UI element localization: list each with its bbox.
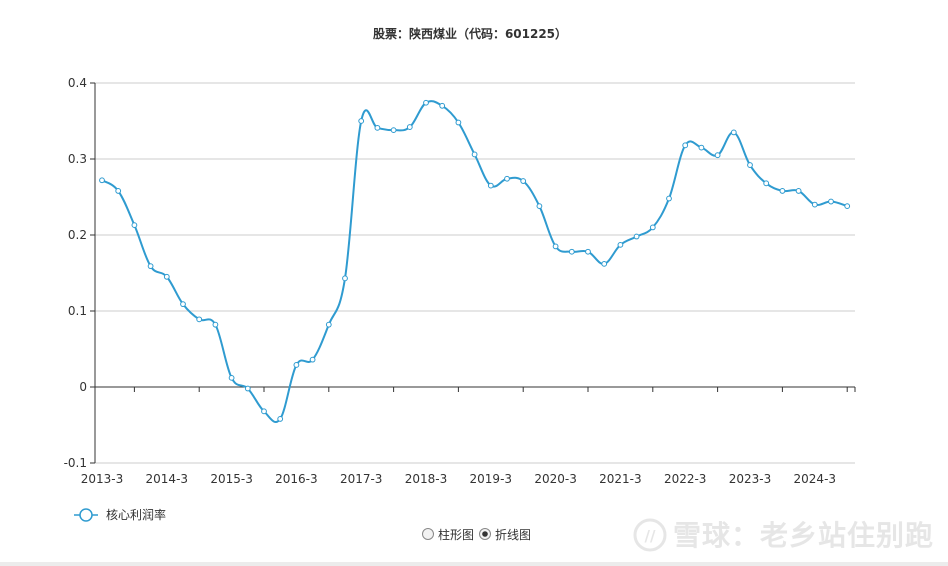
data-point — [730, 129, 737, 136]
x-tick-label: 2019-3 — [470, 472, 513, 486]
data-point — [844, 203, 851, 210]
x-tick-label: 2015-3 — [210, 472, 253, 486]
data-point — [212, 321, 219, 328]
axes — [94, 83, 855, 463]
legend[interactable]: 核心利润率 — [74, 507, 166, 522]
x-tick-label: 2017-3 — [340, 472, 383, 486]
legend-label-core-profit-margin: 核心利润率 — [106, 507, 166, 522]
y-tick-label: 0.1 — [68, 304, 87, 318]
data-point — [763, 180, 770, 187]
x-tick-label: 2020-3 — [534, 472, 577, 486]
watermark-logo-icon — [633, 518, 667, 552]
data-point — [811, 201, 818, 208]
data-point — [649, 224, 656, 231]
data-point — [633, 233, 640, 240]
x-tick-label: 2021-3 — [599, 472, 642, 486]
x-tick-label: 2024-3 — [794, 472, 837, 486]
radio-checked-dot — [482, 531, 488, 537]
data-point — [504, 175, 510, 182]
data-point — [293, 362, 300, 368]
data-point — [439, 102, 446, 109]
watermark-logo-glyph: // — [645, 527, 656, 545]
radio-option-bar-chart[interactable]: 柱形图 — [422, 527, 475, 542]
data-point — [163, 273, 170, 280]
data-point — [698, 144, 705, 151]
data-point — [180, 301, 186, 308]
data-point — [536, 203, 543, 210]
data-point — [261, 408, 267, 415]
data-point — [277, 416, 284, 422]
data-point — [747, 162, 753, 168]
data-point — [520, 178, 527, 184]
x-tick-label: 2014-3 — [146, 472, 189, 486]
data-point — [601, 260, 608, 267]
data-point — [552, 243, 559, 250]
data-point — [455, 119, 462, 126]
chart-title: 股票：陕西煤业（代码：601225） — [373, 26, 567, 41]
data-point — [342, 275, 348, 282]
x-tick-label: 2013-3 — [81, 472, 124, 486]
y-tick-label: 0 — [79, 380, 87, 394]
data-point — [487, 182, 494, 189]
data-point — [99, 177, 105, 184]
data-point — [309, 356, 316, 363]
grid-lines — [90, 82, 855, 464]
data-point — [244, 385, 251, 392]
radio-label-line: 折线图 — [495, 527, 531, 542]
legend-circle-marker — [79, 508, 93, 522]
data-point — [390, 127, 397, 134]
y-tick-label: 0.3 — [68, 152, 87, 166]
data-point — [115, 188, 122, 194]
series-group — [99, 99, 851, 424]
data-point — [682, 142, 689, 149]
x-tick-label: 2018-3 — [405, 472, 448, 486]
series-line-core-profit-margin — [101, 100, 848, 424]
data-point — [795, 188, 802, 194]
data-point — [131, 222, 138, 229]
y-tick-label: -0.1 — [64, 456, 87, 470]
x-tick-label: 2016-3 — [275, 472, 318, 486]
y-tick-labels: 0.4 0.3 0.2 0.1 0 -0.1 — [64, 76, 87, 470]
data-point — [325, 321, 332, 328]
data-point — [617, 241, 624, 248]
x-tick-marks — [133, 387, 856, 392]
watermark-text: 雪球：老乡站住别跑 — [673, 519, 934, 552]
data-point — [147, 263, 154, 270]
data-point — [406, 124, 413, 130]
data-point — [196, 316, 203, 323]
y-tick-label: 0.4 — [68, 76, 87, 90]
data-point — [779, 188, 786, 194]
radio-option-line-chart[interactable]: 折线图 — [479, 527, 532, 542]
data-point — [374, 124, 381, 131]
x-tick-label: 2022-3 — [664, 472, 707, 486]
radio-label-bar: 柱形图 — [438, 527, 474, 542]
data-point — [714, 152, 721, 159]
data-point — [423, 99, 429, 106]
data-point — [568, 248, 575, 255]
radio-unchecked-icon[interactable] — [422, 528, 434, 540]
data-point — [585, 248, 591, 255]
x-tick-label: 2023-3 — [729, 472, 772, 486]
y-tick-label: 0.2 — [68, 228, 87, 242]
data-point — [471, 151, 478, 158]
x-tick-labels: 2013-3 2014-3 2015-3 2016-3 2017-3 2018-3 2019… — [81, 472, 836, 486]
data-point — [666, 195, 672, 202]
data-point — [828, 198, 834, 205]
data-point — [358, 118, 365, 124]
bottom-strip — [0, 562, 948, 566]
watermark: // 雪球：老乡站住别跑 — [633, 518, 934, 552]
data-point — [228, 374, 235, 381]
